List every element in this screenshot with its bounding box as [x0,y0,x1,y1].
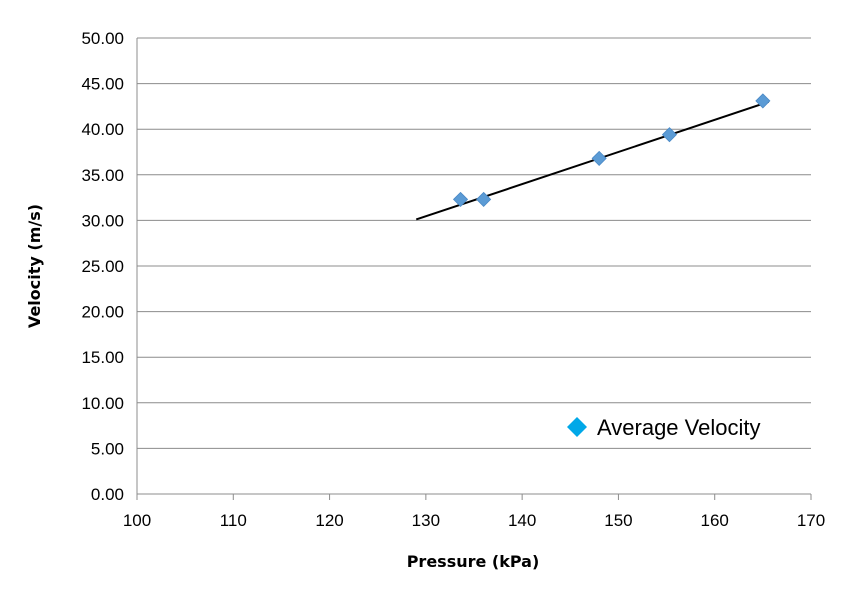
x-tick-label: 150 [604,511,632,530]
y-tick-label: 10.00 [81,394,124,413]
x-tick-label: 140 [508,511,536,530]
y-tick-label: 0.00 [91,485,124,504]
y-tick-label: 50.00 [81,29,124,48]
y-tick-label: 5.00 [91,439,124,458]
data-point-diamond [452,191,469,207]
y-tick-label: 20.00 [81,303,124,322]
x-axis-title: Pressure (kPa) [407,552,540,571]
y-tick-labels: 0.00 5.00 10.00 15.00 20.00 25.00 30.00 35.00 40… [81,29,124,504]
y-tick-label: 25.00 [81,257,124,276]
data-point-diamond [755,93,771,109]
data-point-diamond [476,191,492,207]
x-tick-label: 160 [701,511,729,530]
legend-label: Average Velocity [597,415,760,440]
x-tick-label: 170 [797,511,825,530]
axes [136,38,812,500]
y-tick-label: 40.00 [81,120,124,139]
trendline [415,100,769,221]
y-tick-label: 15.00 [81,348,124,367]
x-tick-label: 110 [220,511,247,530]
x-tick-label: 130 [412,511,440,530]
y-tick-label: 35.00 [81,166,124,185]
gridlines [137,37,811,449]
data-points [452,93,771,207]
data-point-diamond [661,127,678,143]
y-tick-label: 30.00 [81,211,124,230]
trendline-layer [415,100,769,221]
y-tick-label: 45.00 [81,75,124,94]
x-tick-labels: 100 110 120 130 140 150 160 170 [123,511,825,530]
legend: Average Velocity [567,415,760,440]
x-tick-label: 120 [315,511,343,530]
y-axis-title: Velocity (m/s) [25,204,44,328]
legend-marker-diamond-icon [567,417,587,437]
data-point-diamond [591,150,607,166]
x-tick-label: 100 [123,511,151,530]
legend-diamond [567,417,587,437]
